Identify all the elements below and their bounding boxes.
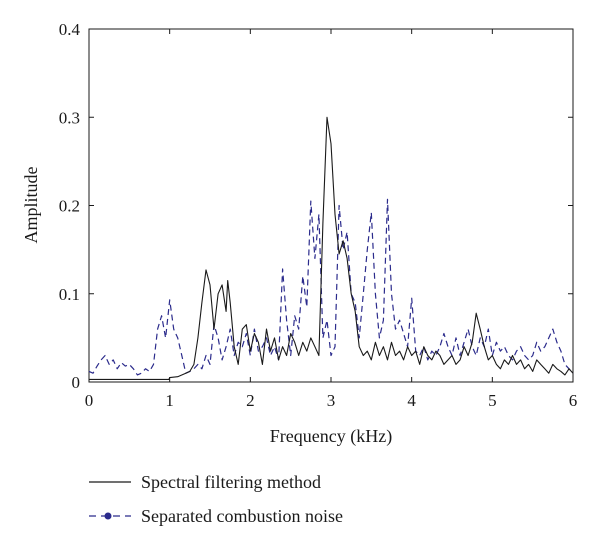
legend-marker-separated-combustion [104, 512, 112, 520]
y-tick-label: 0.4 [59, 20, 81, 39]
y-axis-label: Amplitude [21, 166, 41, 243]
x-tick-label: 1 [165, 391, 174, 410]
series-layer [88, 116, 574, 380]
x-tick-label: 4 [407, 391, 416, 410]
legend-label-separated-combustion: Separated combustion noise [141, 506, 343, 526]
y-tick-label: 0.1 [59, 285, 80, 304]
x-tick-label: 5 [488, 391, 497, 410]
y-tick-label: 0.2 [59, 197, 80, 216]
legend-label-spectral-filtering: Spectral filtering method [141, 472, 321, 492]
y-tick-label: 0.3 [59, 108, 80, 127]
x-tick-label: 0 [85, 391, 94, 410]
y-axis-ticks: 0 0.1 0.2 0.3 0.4 [59, 20, 573, 392]
series-line-separated-combustion-noise [88, 198, 574, 376]
plot-area-frame [88, 28, 574, 383]
y-tick-label: 0 [72, 373, 81, 392]
x-axis-label: Frequency (kHz) [270, 426, 392, 447]
x-tick-label: 2 [246, 391, 255, 410]
x-tick-label: 6 [569, 391, 578, 410]
x-axis-ticks: 0 1 2 3 4 5 6 [85, 29, 578, 410]
legend: Spectral filtering method Separated comb… [89, 472, 343, 526]
x-tick-label: 3 [327, 391, 336, 410]
series-line-spectral-filtering-method [89, 116, 574, 380]
